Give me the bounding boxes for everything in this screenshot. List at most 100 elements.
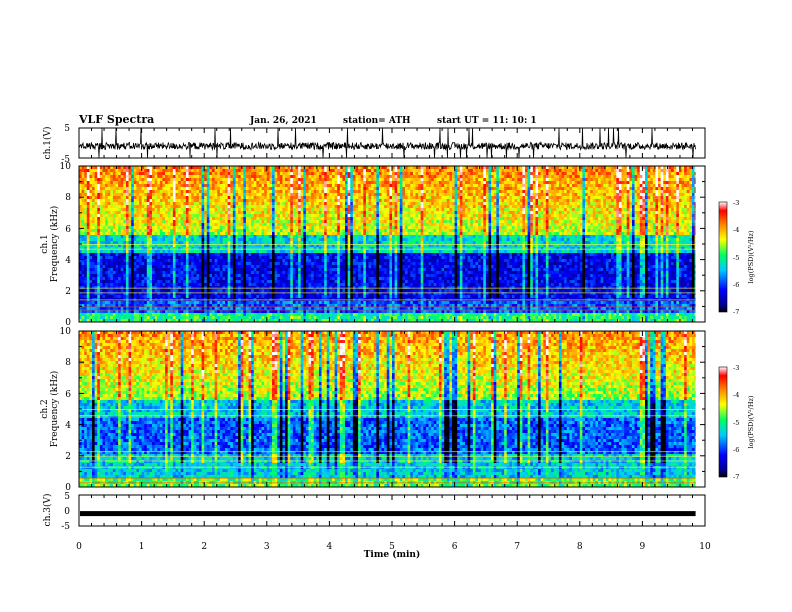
spectrogram-cell: [326, 238, 330, 242]
spectrogram-cell: [298, 265, 302, 269]
spectrogram-cell: [316, 301, 320, 305]
spectrogram-cell: [326, 190, 330, 194]
spectrogram-cell: [138, 292, 142, 296]
spectrogram-cell: [222, 304, 226, 308]
spectrogram-cell: [159, 223, 163, 227]
spectrogram-cell: [92, 319, 96, 322]
spectrogram-cell: [214, 190, 218, 194]
spectrogram-cell: [204, 265, 208, 269]
spectrogram-cell: [170, 268, 174, 272]
spectrogram-cell: [316, 265, 320, 269]
spectrogram-cell: [285, 307, 289, 311]
spectrogram-cell: [198, 196, 202, 200]
spectrogram-cell: [308, 211, 312, 215]
spectrogram-cell: [222, 199, 226, 203]
spectrogram-cell: [251, 205, 255, 209]
spectrogram-cell: [318, 193, 322, 197]
spectrogram-cell: [238, 196, 242, 200]
spectrogram-cell: [298, 178, 302, 182]
spectrogram-cell: [167, 289, 171, 293]
spectrogram-cell: [206, 232, 210, 236]
spectrogram-cell: [99, 280, 103, 284]
spectrogram-cell: [92, 310, 96, 314]
spectrogram-cell: [206, 316, 210, 320]
spectrogram-cell: [118, 244, 122, 248]
spectrogram-cell: [272, 229, 276, 233]
spectrogram-cell: [298, 190, 302, 194]
spectrogram-cell: [172, 307, 176, 311]
spectrogram-cell: [196, 169, 200, 173]
spectrogram-cell: [225, 244, 229, 248]
spectrogram-cell: [282, 319, 286, 322]
spectrogram-cell: [198, 217, 202, 221]
spectrogram-cell: [107, 301, 111, 305]
spectrogram-cell: [94, 310, 98, 314]
spectrogram-cell: [235, 280, 239, 284]
spectrogram-cell: [287, 232, 291, 236]
spectrogram-cell: [318, 277, 322, 281]
spectrogram-cell: [251, 235, 255, 239]
spectrogram-cell: [324, 262, 328, 266]
spectrogram-cell: [185, 256, 189, 260]
spectrogram-cell: [290, 232, 294, 236]
spectrogram-cell: [204, 187, 208, 191]
spectrogram-cell: [110, 208, 114, 212]
spectrogram-cell: [272, 199, 276, 203]
spectrogram-cell: [183, 259, 187, 263]
spectrogram-cell: [188, 319, 192, 322]
spectrogram-cell: [277, 229, 281, 233]
spectrogram-cell: [225, 283, 229, 287]
spectrogram-cell: [300, 208, 304, 212]
spectrogram-cell: [110, 193, 114, 197]
spectrogram-cell: [258, 280, 262, 284]
spectrogram-cell: [165, 256, 169, 260]
spectrogram-cell: [167, 295, 171, 299]
spectrogram-cell: [154, 292, 158, 296]
spectrogram-cell: [180, 220, 184, 224]
spectrogram-cell: [326, 205, 330, 209]
spectrogram-cell: [178, 178, 182, 182]
spectrogram-cell: [152, 253, 156, 257]
spectrogram-cell: [282, 217, 286, 221]
spectrogram-cell: [149, 196, 153, 200]
spectrogram-cell: [295, 217, 299, 221]
spectrogram-cell: [193, 196, 197, 200]
spectrogram-cell: [222, 187, 226, 191]
spectrogram-cell: [193, 178, 197, 182]
spectrogram-cell: [149, 319, 153, 322]
spectrogram-cell: [144, 238, 148, 242]
spectrogram-cell: [318, 256, 322, 260]
spectrogram-cell: [141, 283, 145, 287]
spectrogram-cell: [133, 283, 137, 287]
spectrogram-cell: [232, 166, 236, 170]
spectrogram-cell: [274, 304, 278, 308]
spectrogram-cell: [178, 268, 182, 272]
spectrogram-cell: [170, 313, 174, 317]
spectrogram-cell: [105, 289, 109, 293]
spectrogram-cell: [157, 250, 161, 254]
spectrogram-cell: [285, 304, 289, 308]
spectrogram-cell: [157, 274, 161, 278]
spectrogram-cell: [295, 241, 299, 245]
spectrogram-cell: [175, 187, 179, 191]
spectrogram-cell: [146, 181, 150, 185]
spectrogram-cell: [251, 187, 255, 191]
spectrogram-cell: [115, 250, 119, 254]
spectrogram-cell: [282, 304, 286, 308]
spectrogram-cell: [287, 319, 291, 322]
spectrogram-cell: [136, 301, 140, 305]
spectrogram-cell: [272, 226, 276, 230]
spectrogram-cell: [313, 313, 317, 317]
spectrogram-cell: [159, 304, 163, 308]
spectrogram-cell: [86, 223, 90, 227]
spectrogram-cell: [152, 235, 156, 239]
spectrogram-cell: [209, 226, 213, 230]
spectrogram-cell: [214, 169, 218, 173]
spectrogram-cell: [144, 202, 148, 206]
spectrogram-cell: [131, 274, 135, 278]
spectrogram-cell: [248, 253, 252, 257]
spectrogram-cell: [162, 196, 166, 200]
spectrogram-cell: [170, 292, 174, 296]
spectrogram-cell: [138, 193, 142, 197]
spectrogram-cell: [214, 211, 218, 215]
